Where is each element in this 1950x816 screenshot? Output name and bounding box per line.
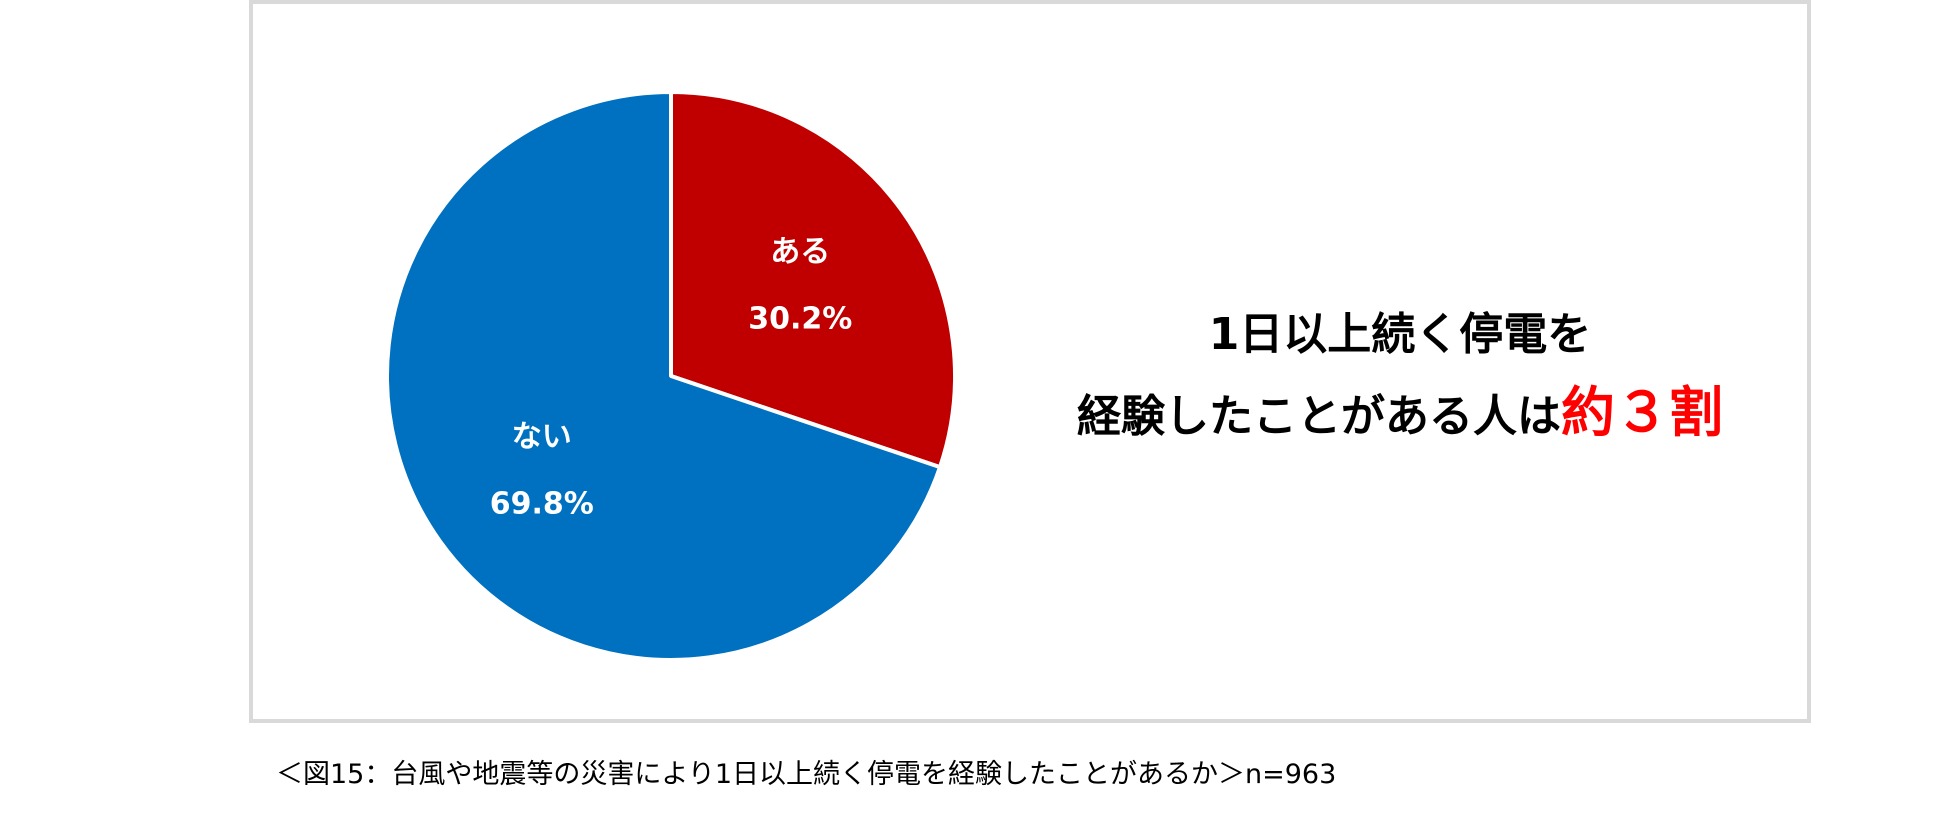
headline-line2: 経験したことがある人は約３割 bbox=[990, 374, 1810, 456]
headline-line2-prefix: 経験したことがある人は bbox=[1077, 391, 1561, 442]
pie-labels: ある 30.2% ない 69.8% bbox=[490, 234, 853, 521]
pie-slice-0 bbox=[669, 90, 957, 470]
headline: 1日以上続く停電を 経験したことがある人は約３割 bbox=[990, 296, 1810, 456]
pie-slice-1 bbox=[385, 90, 942, 662]
headline-highlight: 約３割 bbox=[1561, 381, 1723, 444]
pie-slice-value-label-0: 30.2% bbox=[748, 301, 852, 336]
headline-line1: 1日以上続く停電を bbox=[1208, 309, 1592, 360]
pie-slice-value-label-1: 69.8% bbox=[490, 487, 594, 522]
figure-caption: ＜図15：台風や地震等の災害により1日以上続く停電を経験したことがあるか＞n=9… bbox=[276, 759, 1337, 790]
pie-slice-category-label-0: ある bbox=[770, 234, 830, 269]
pie-slice-category-label-1: ない bbox=[512, 420, 572, 455]
pie-slices bbox=[385, 90, 957, 662]
